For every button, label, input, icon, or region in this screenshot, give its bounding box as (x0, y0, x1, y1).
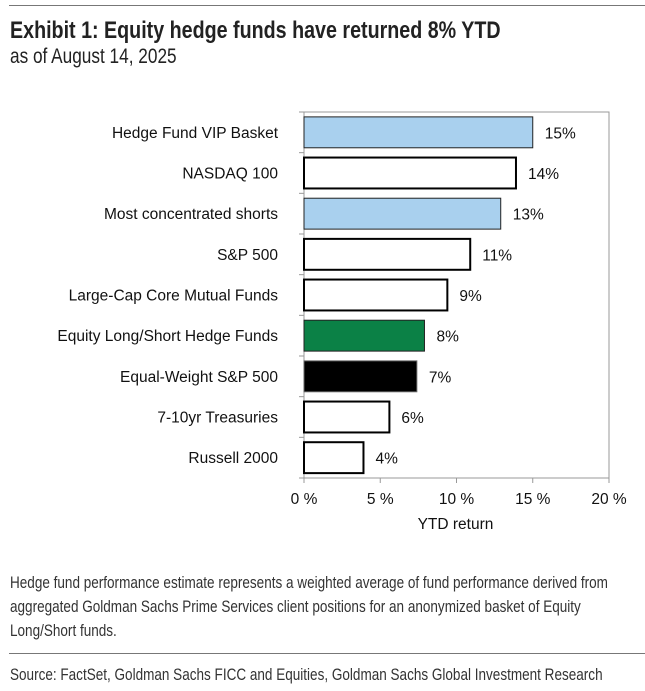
bar (303, 360, 418, 393)
data-label: 15% (545, 125, 576, 142)
x-tick-label: 15 % (515, 491, 551, 508)
bar (303, 237, 472, 271)
footnote: Hedge fund performance estimate represen… (10, 574, 608, 640)
data-label: 8% (436, 329, 459, 346)
x-tick-label: 20 % (591, 491, 627, 508)
data-label: 11% (482, 247, 512, 264)
bar (303, 319, 425, 352)
bar (303, 400, 391, 434)
source-rule (9, 653, 645, 654)
data-label: 6% (401, 410, 424, 427)
bar (303, 197, 502, 230)
chart-subtitle: as of August 14, 2025 (10, 45, 177, 68)
data-label: 4% (375, 451, 398, 468)
bar (303, 116, 534, 149)
top-rule (9, 5, 645, 6)
source-text: Source: FactSet, Goldman Sachs FICC and … (10, 666, 603, 684)
data-label: 7% (429, 369, 452, 386)
category-label: Russell 2000 (188, 450, 278, 467)
bar (303, 441, 365, 475)
bar (303, 156, 517, 190)
category-label: 7-10yr Treasuries (157, 410, 278, 427)
category-label: Hedge Fund VIP Basket (112, 125, 279, 142)
category-label: Equal-Weight S&P 500 (120, 369, 278, 386)
chart-title: Exhibit 1: Equity hedge funds have retur… (10, 17, 501, 44)
category-label: Most concentrated shorts (104, 206, 278, 223)
category-label: Large-Cap Core Mutual Funds (69, 288, 279, 305)
bar (303, 278, 449, 312)
category-label: NASDAQ 100 (182, 166, 278, 183)
x-tick-label: 5 % (367, 491, 394, 508)
x-tick-label: 0 % (291, 491, 318, 508)
data-label: 13% (513, 207, 544, 224)
category-label: Equity Long/Short Hedge Funds (57, 328, 278, 345)
x-axis-label: YTD return (418, 516, 494, 533)
bar-chart: Hedge Fund VIP Basket 15% NASDAQ 100 14% Mos… (57, 111, 627, 533)
data-label: 14% (528, 166, 559, 183)
data-label: 9% (459, 288, 482, 305)
x-tick-label: 10 % (439, 491, 475, 508)
category-label: S&P 500 (217, 247, 278, 264)
